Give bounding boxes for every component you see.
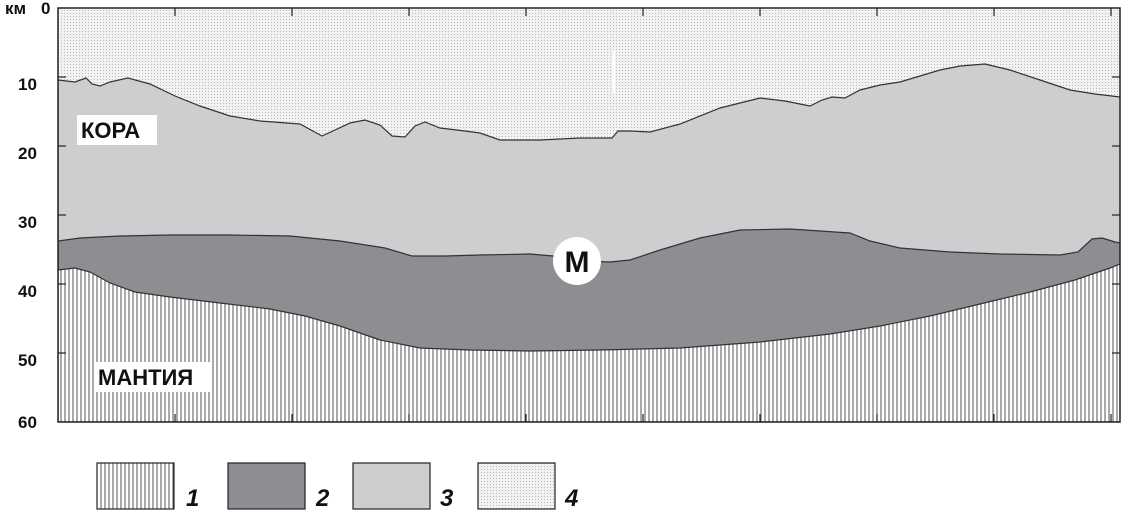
moho-label: М — [565, 246, 590, 279]
legend-swatch-2 — [227, 462, 306, 510]
top-ticks — [174, 8, 1112, 16]
legend-number-3: 3 — [440, 485, 454, 512]
crust-label-bg — [77, 115, 157, 145]
legend-swatch-3 — [352, 462, 431, 510]
axis-tick-60: 60 — [18, 413, 37, 432]
bottom-ticks — [174, 414, 1112, 422]
axis-tick-0: 0 — [41, 0, 50, 18]
axis-tick-10: 10 — [18, 75, 37, 94]
axis-tick-50: 50 — [18, 351, 37, 370]
legend: 1 2 3 4 — [96, 462, 578, 512]
right-ticks — [1112, 76, 1120, 354]
legend-swatch-1 — [96, 462, 175, 510]
axis-tick-20: 20 — [18, 144, 37, 163]
axis-tick-30: 30 — [18, 213, 37, 232]
crust-label: КОРА — [81, 118, 140, 143]
axis-unit: км — [5, 0, 26, 18]
left-ticks — [58, 76, 66, 354]
mantle-layer — [58, 263, 1120, 422]
axis-tick-40: 40 — [18, 282, 37, 301]
mantle-label-bg — [94, 362, 212, 392]
moho-marker — [553, 237, 601, 285]
legend-swatch-4 — [477, 462, 556, 510]
mantle-label: МАНТИЯ — [98, 365, 193, 390]
legend-number-2: 2 — [315, 485, 330, 512]
legend-number-1: 1 — [186, 485, 199, 512]
legend-number-4: 4 — [564, 485, 578, 512]
marker-line — [613, 50, 615, 94]
